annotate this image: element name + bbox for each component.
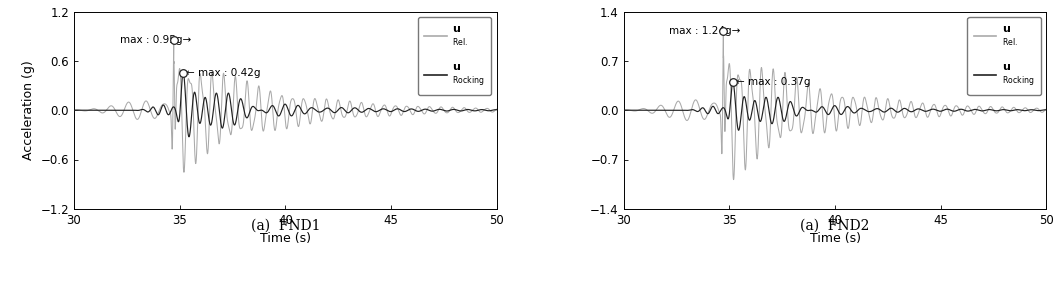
Text: (a)  FND1: (a) FND1 <box>251 219 320 233</box>
Text: ← max : 0.42g: ← max : 0.42g <box>186 68 261 78</box>
Text: max : 0.95g→: max : 0.95g→ <box>119 35 191 45</box>
X-axis label: Time (s): Time (s) <box>260 232 311 245</box>
Legend: $\mathbf{u}$
$_{\mathrm{Rel.}}$, $\mathbf{u}$
$_{\mathrm{Rocking}}$: $\mathbf{u}$ $_{\mathrm{Rel.}}$, $\mathb… <box>418 17 492 95</box>
Text: ← max : 0.37g: ← max : 0.37g <box>736 77 811 87</box>
X-axis label: Time (s): Time (s) <box>810 232 860 245</box>
Y-axis label: Acceleration (g): Acceleration (g) <box>22 60 35 160</box>
Legend: $\mathbf{u}$
$_{\mathrm{Rel.}}$, $\mathbf{u}$
$_{\mathrm{Rocking}}$: $\mathbf{u}$ $_{\mathrm{Rel.}}$, $\mathb… <box>967 17 1041 95</box>
Text: max : 1.24g→: max : 1.24g→ <box>669 26 741 36</box>
Text: (a)  FND2: (a) FND2 <box>800 219 870 233</box>
